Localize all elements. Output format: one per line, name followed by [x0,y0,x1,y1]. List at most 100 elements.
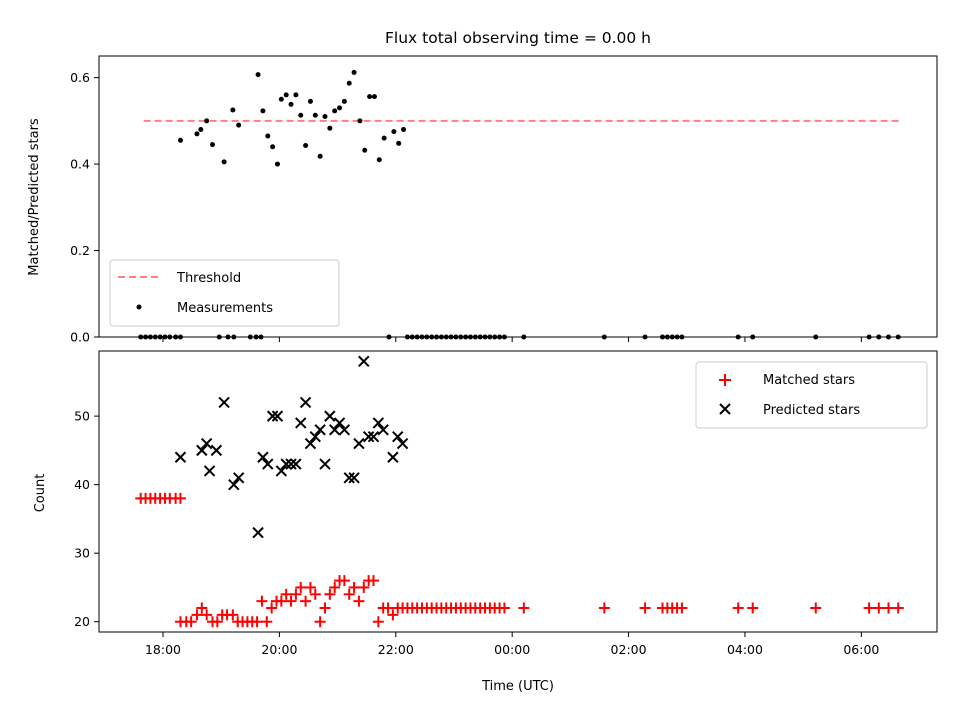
matched-star-point [358,581,370,593]
threshold-legend-label: Threshold [176,271,241,286]
matched-star-point [747,602,759,614]
matched-star-point [227,609,239,621]
measurement-point [351,69,357,75]
matched-star-point [174,492,186,504]
matched-star-point [300,595,312,607]
matched-star-point [275,595,287,607]
measurement-point [283,92,289,98]
measurement-point [204,118,210,124]
predicted-star-point [271,410,284,422]
measurement-point [381,135,387,141]
top-axes-frame [98,55,938,338]
matched-star-point [266,602,278,614]
predicted-star-point [343,472,355,484]
measurement-point [362,147,368,153]
matched-star-point [382,602,394,614]
bottom-y-axis-label: Count [33,474,48,513]
matched-star-point [256,595,268,607]
measurement-point [198,126,204,132]
predicted-star-point [324,410,336,422]
bottom-panel: 20 30 40 50 18:00 20:00 22:00 00:00 02:00 04:00 0… [33,350,938,694]
measurement-point [327,125,333,131]
measurement-point [230,107,236,113]
measurement-point [278,96,284,102]
measurements-legend-marker [136,304,142,310]
matched-star-point [732,602,744,614]
matched-star-point [372,616,384,628]
measurement-point [317,153,323,159]
matched-star-point [251,616,263,628]
matched-star-point [280,588,292,600]
top-x-ticks [162,337,862,342]
predicted-star-point [309,430,321,443]
predicted-star-point [353,437,365,450]
y-tick-label: 50 [74,409,90,424]
predicted-star-point [392,430,404,443]
top-y-axis-label: Matched/Predicted stars [27,118,42,276]
matched-star-point [892,602,904,614]
measurement-point [332,108,338,114]
predicted-star-point [218,396,230,409]
predicted-star-point [290,458,302,470]
predicted-star-point [174,451,187,463]
x-tick-label: 18:00 [145,642,181,657]
predicted-star-point [387,451,399,463]
measurement-point [322,114,328,120]
matched-star-point [338,575,350,587]
x-tick-label: 06:00 [843,642,879,657]
y-tick-label: 0.0 [70,330,90,345]
measurement-point [236,122,242,128]
measurement-point [177,137,183,143]
bottom-plot-marks [135,355,904,628]
predicted-star-point [358,355,370,367]
predicted-star-point [319,458,331,470]
matched-star-point [810,602,822,614]
predicted-star-point [338,424,351,436]
predicted-star-point [280,458,292,470]
measurement-point [337,105,343,111]
measurement-point [346,80,352,86]
y-tick-label: 40 [74,477,90,492]
predicted-legend-label: Predicted stars [763,403,860,418]
matched-star-point [211,616,223,628]
chart-title: Flux total observing time = 0.00 h [385,29,651,47]
measurement-point [274,161,280,167]
predicted-star-point [314,424,326,436]
predicted-star-point [367,430,380,443]
matched-star-point [295,581,307,593]
predicted-star-point [295,417,307,429]
top-y-ticks: 0.0 0.2 0.4 0.6 [70,70,99,345]
x-tick-label: 22:00 [378,642,414,657]
measurement-point [221,159,227,165]
predicted-legend-marker [719,403,731,415]
matched-star-point [883,602,895,614]
x-tick-label: 02:00 [611,642,647,657]
y-tick-label: 0.4 [70,157,90,172]
matched-star-point [304,581,316,593]
measurement-point [194,131,200,137]
predicted-star-point [210,444,223,457]
y-tick-label: 20 [74,614,90,629]
measurement-point [293,92,299,98]
measurement-point [260,108,266,114]
matched-star-point [196,602,208,614]
predicted-star-point [377,424,389,436]
predicted-star-point [266,410,279,422]
matched-legend-label: Matched stars [763,373,855,388]
predicted-star-point [304,437,317,450]
measurement-point [376,157,382,163]
bottom-legend-box [695,361,928,429]
top-legend: Threshold Measurements [109,259,340,327]
predicted-star-point [275,465,288,477]
bottom-y-ticks: 20 30 40 50 [74,409,99,629]
matched-star-point [863,602,875,614]
predicted-star-point [196,444,208,457]
matched-star-point [598,602,610,614]
predicted-star-point [348,472,360,484]
measurement-point [396,140,402,146]
top-panel: 0.0 0.2 0.4 0.6 Matched/Predicted stars Thr… [27,55,938,345]
x-tick-label: 20:00 [261,642,297,657]
matched-star-point [518,602,530,614]
measurement-point [270,144,276,150]
